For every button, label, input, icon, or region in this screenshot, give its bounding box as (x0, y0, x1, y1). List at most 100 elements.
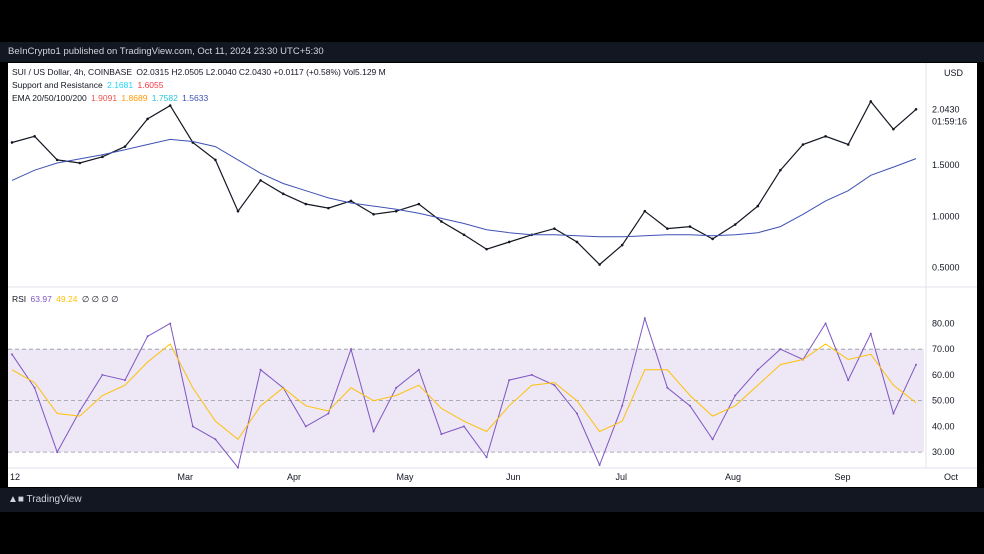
rsi-ma-value: 49.24 (56, 294, 78, 304)
rsi-point (711, 438, 714, 441)
rsi-point (892, 412, 895, 415)
tradingview-logo-icon: ▲■ (8, 494, 24, 505)
rsi-point (214, 438, 217, 441)
rsi-point (530, 373, 533, 376)
rsi-point (395, 386, 398, 389)
rsi-point (304, 425, 307, 428)
rsi-tick-label: 70.00 (932, 344, 955, 354)
rsi-tick-label: 60.00 (932, 370, 955, 380)
sr-value-resistance: 2.1681 (107, 80, 134, 90)
rsi-point (869, 332, 872, 335)
rsi-point (259, 368, 262, 371)
price-point (214, 158, 217, 162)
rsi-point (576, 412, 578, 415)
price-point (123, 145, 127, 148)
ohlc-values: O2.0315 H2.0505 L2.0040 C2.0430 +0.0117 … (136, 67, 386, 77)
rsi-tick-label: 50.00 (932, 396, 955, 406)
price-point (55, 158, 59, 162)
symbol-legend: SUI / US Dollar, 4h, COINBASE O2.0315 H2… (12, 67, 388, 77)
rsi-point (553, 384, 556, 387)
rsi-value: 63.97 (30, 294, 52, 304)
rsi-point (756, 368, 759, 371)
ema20-value: 1.9091 (91, 93, 118, 103)
ema200-line (11, 138, 917, 238)
rsi-point (643, 317, 646, 320)
price-point (620, 243, 624, 247)
rsi-tick-label: 30.00 (932, 447, 955, 457)
rsi-label: RSI (12, 294, 27, 304)
sr-label: Support and Resistance (12, 80, 103, 90)
price-point (259, 179, 262, 182)
rsi-point (350, 348, 352, 351)
price-point (440, 220, 443, 223)
publish-banner: BeInCrypto1 published on TradingView.com… (0, 42, 984, 62)
price-point (33, 135, 36, 138)
rsi-point (191, 425, 194, 428)
rsi-point (824, 322, 827, 325)
rsi-placeholders: ∅ ∅ ∅ ∅ (81, 294, 119, 304)
price-tick-label: 1.0000 (932, 211, 960, 221)
rsi-point (463, 425, 465, 428)
ema-label: EMA 20/50/100/200 (12, 93, 87, 103)
rsi-point (146, 335, 149, 338)
rsi-point (598, 464, 601, 466)
price-tick-label: 0.5000 (932, 263, 960, 273)
footer-brand[interactable]: TradingView (26, 494, 82, 505)
rsi-point (847, 379, 850, 382)
rsi-point (327, 412, 330, 415)
price-point (349, 199, 353, 203)
time-tick-label: Apr (287, 472, 301, 482)
sr-legend[interactable]: Support and Resistance 2.1681 1.6055 (12, 80, 165, 90)
price-point (327, 206, 330, 210)
price-point (553, 227, 556, 230)
rsi-tick-label: 80.00 (932, 318, 955, 328)
rsi-point (237, 466, 239, 469)
rsi-point (101, 373, 104, 376)
ema-legend[interactable]: EMA 20/50/100/200 1.9091 1.8689 1.7582 1… (12, 93, 210, 103)
time-tick-label: May (397, 472, 415, 482)
time-tick-label: Sep (835, 472, 851, 482)
rsi-point (417, 368, 420, 371)
rsi-tick-label: 40.00 (932, 421, 955, 431)
price-point (869, 100, 873, 103)
price-point (168, 104, 172, 107)
rsi-point (440, 433, 443, 436)
sr-value-support: 1.6055 (137, 80, 164, 90)
price-point (711, 237, 714, 241)
footer-bar: ▲■ TradingView (0, 488, 984, 512)
price-point (10, 141, 14, 144)
price-point (598, 263, 601, 266)
publisher-text: BeInCrypto1 published on TradingView.com… (8, 46, 324, 57)
rsi-point (78, 409, 81, 412)
price-point (756, 204, 760, 208)
price-tick-label: 1.5000 (932, 160, 960, 170)
price-point (372, 212, 375, 216)
time-tick-label: Oct (944, 472, 959, 482)
price-line (11, 100, 917, 266)
rsi-ma-line (11, 343, 917, 441)
rsi-point (372, 430, 375, 433)
rsi-point (124, 379, 126, 382)
rsi-point (689, 404, 691, 407)
ema200-value: 1.5633 (182, 93, 209, 103)
price-point (779, 168, 782, 172)
chart-panel[interactable]: 0.5000 1.0000 1.5000 2.0430 01:59:16 30.00 40.… (8, 63, 977, 487)
price-point (236, 209, 240, 213)
time-tick-label: Jul (616, 472, 628, 482)
rsi-point (169, 322, 172, 325)
price-point (666, 227, 669, 230)
rsi-point (734, 394, 737, 397)
rsi-point (33, 386, 36, 389)
currency-label[interactable]: USD (943, 68, 963, 78)
price-point (688, 225, 692, 228)
time-tick-label: Jun (506, 472, 521, 482)
price-point (824, 135, 827, 138)
rsi-legend[interactable]: RSI 63.97 49.24 ∅ ∅ ∅ ∅ (12, 294, 121, 305)
chart-canvas[interactable]: 0.5000 1.0000 1.5000 2.0430 01:59:16 30.00 40.… (8, 63, 977, 487)
price-point (146, 117, 149, 121)
price-point (101, 155, 104, 159)
time-tick-label: Mar (178, 472, 194, 482)
price-point (394, 209, 398, 213)
symbol-label: SUI / US Dollar, 4h, COINBASE (12, 67, 132, 77)
rsi-point (779, 348, 782, 351)
